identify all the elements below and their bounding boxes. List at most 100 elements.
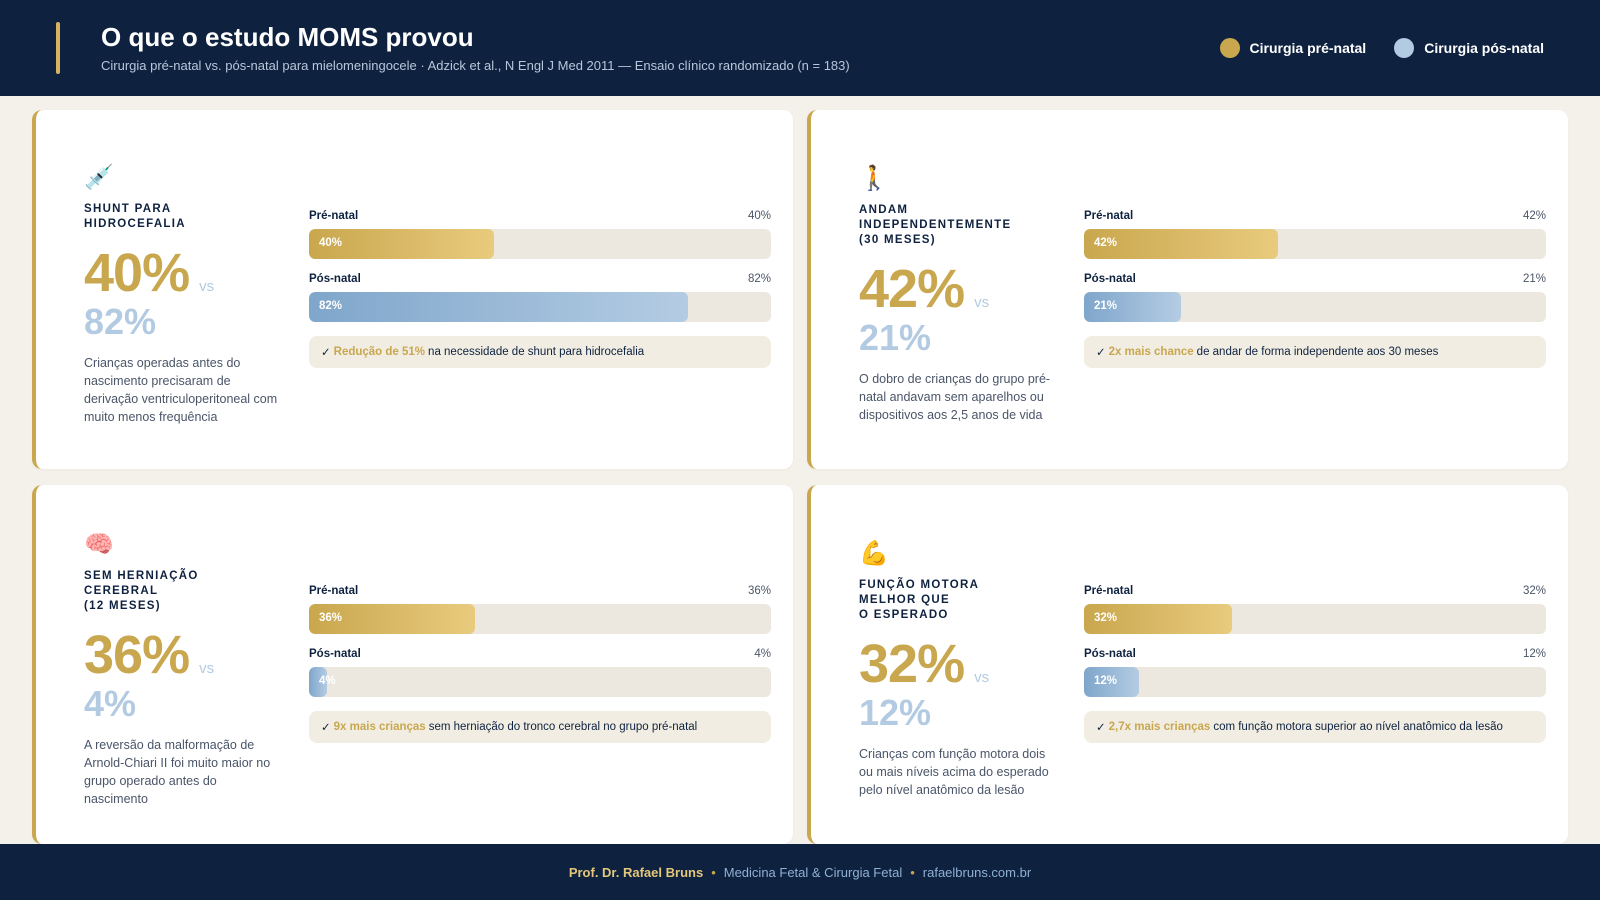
note-highlight: 9x mais crianças — [333, 721, 426, 733]
prenatal-big-value: 32% — [859, 634, 965, 694]
postnatal-big-value: 82% — [84, 300, 157, 342]
card-title: FUNÇÃO MOTORA MELHOR QUE O ESPERADO — [859, 579, 980, 621]
legend-item-postnatal: Cirurgia pós-natal — [1394, 38, 1544, 58]
prenatal-bar-track: 32% — [1084, 604, 1546, 634]
bar-comparison: Pré-natal 42% 42% Pós-natal 21% 21% ✓ 2x ma… — [1084, 210, 1546, 368]
note-text: sem herniação do tronco cerebral no grup… — [428, 721, 698, 733]
postnatal-label: Pós-natal — [309, 273, 361, 285]
legend-label: Cirurgia pós-natal — [1424, 40, 1544, 56]
prenatal-bar-track: 40% — [309, 229, 771, 259]
prenatal-bar — [1084, 229, 1279, 259]
legend-dot-prenatal — [1219, 38, 1240, 58]
prenatal-big-value: 42% — [859, 259, 965, 319]
footer-separator: • — [910, 864, 915, 880]
postnatal-value: 12% — [1522, 648, 1546, 660]
stat-card: 💪 FUNÇÃO MOTORA MELHOR QUE O ESPERADO 32… — [807, 485, 1568, 844]
prenatal-value: 36% — [747, 585, 771, 597]
bar-comparison: Pré-natal 40% 40% Pós-natal 82% 82% ✓ Reduç… — [309, 210, 771, 368]
bar-comparison: Pré-natal 32% 32% Pós-natal 12% 12% ✓ 2,7x … — [1084, 585, 1546, 743]
stat-card: 🚶 ANDAM INDEPENDENTEMENTE (30 MESES) 42%… — [807, 110, 1568, 469]
header: O que o estudo MOMS provou Cirurgia pré-… — [0, 0, 1600, 96]
bar-comparison: Pré-natal 36% 36% Pós-natal 4% 4% ✓ 9x mais… — [309, 585, 771, 743]
page-subtitle: Cirurgia pré-natal vs. pós-natal para mi… — [101, 58, 850, 73]
result-note: ✓ 9x mais crianças sem herniação do tronco… — [309, 711, 771, 743]
card-summary: 🚶 ANDAM INDEPENDENTEMENTE (30 MESES) 42%… — [859, 165, 1083, 424]
prenatal-label: Pré-natal — [309, 210, 359, 222]
postnatal-bar — [309, 292, 688, 322]
card-description: Crianças operadas antes do nascimento pr… — [84, 355, 278, 424]
prenatal-bar — [1084, 604, 1232, 634]
legend-label: Cirurgia pré-natal — [1249, 40, 1367, 56]
footer-site[interactable]: rafaelbruns.com.br — [922, 864, 1032, 880]
result-note: ✓ 2,7x mais crianças com função motora sup… — [1084, 711, 1546, 743]
vs-label: vs — [974, 669, 990, 686]
legend: Cirurgia pré-natal Cirurgia pós-natal — [1219, 38, 1544, 58]
prenatal-value: 42% — [1522, 210, 1546, 222]
postnatal-bar — [1084, 667, 1140, 697]
prenatal-value: 40% — [747, 210, 771, 222]
prenatal-bar-track: 36% — [309, 604, 771, 634]
postnatal-value: 82% — [747, 273, 771, 285]
postnatal-bar-label: 12% — [1094, 675, 1118, 687]
note-text: de andar de forma independente aos 30 me… — [1196, 346, 1439, 358]
postnatal-big-value: 12% — [859, 692, 932, 733]
card-summary: 🧠 SEM HERNIAÇÃO CEREBRAL (12 MESES) 36% v… — [84, 531, 308, 808]
page-title: O que o estudo MOMS provou — [101, 22, 474, 52]
postnatal-bar-track: 21% — [1084, 292, 1546, 322]
prenatal-label: Pré-natal — [309, 585, 359, 597]
postnatal-label: Pós-natal — [309, 648, 361, 660]
prenatal-label: Pré-natal — [1084, 210, 1134, 222]
postnatal-bar — [1084, 292, 1182, 322]
vs-label: vs — [199, 660, 215, 677]
postnatal-bar-track: 4% — [309, 667, 771, 697]
footer-author: Prof. Dr. Rafael Bruns — [568, 864, 704, 880]
prenatal-bar-label: 42% — [1094, 237, 1118, 249]
postnatal-label: Pós-natal — [1084, 273, 1136, 285]
accent-bar — [56, 22, 60, 74]
legend-dot-postnatal — [1394, 38, 1415, 58]
card-title: ANDAM INDEPENDENTEMENTE (30 MESES) — [859, 204, 1012, 246]
postnatal-bar — [309, 667, 328, 697]
prenatal-bar-label: 40% — [319, 237, 343, 249]
vs-label: vs — [974, 294, 990, 311]
prenatal-bar-label: 36% — [319, 612, 343, 624]
prenatal-bar — [309, 229, 494, 259]
note-text: na necessidade de shunt para hidrocefali… — [428, 346, 645, 358]
prenatal-big-value: 40% — [84, 242, 190, 303]
brain-icon: 🧠 — [84, 531, 114, 558]
footer-separator: • — [711, 864, 716, 880]
card-description: O dobro de crianças do grupo pré-natal a… — [859, 372, 1051, 422]
note-highlight: 2,7x mais crianças — [1108, 721, 1211, 733]
prenatal-bar-label: 32% — [1094, 612, 1118, 624]
card-summary: 💪 FUNÇÃO MOTORA MELHOR QUE O ESPERADO 32… — [859, 540, 1083, 799]
postnatal-bar-label: 4% — [319, 675, 336, 687]
result-note: ✓ 2x mais chance de andar de forma indepen… — [1084, 336, 1546, 368]
card-description: Crianças com função motora dois ou mais … — [859, 747, 1049, 797]
postnatal-value: 21% — [1522, 273, 1546, 285]
note-text: com função motora superior ao nível anat… — [1213, 721, 1503, 733]
prenatal-label: Pré-natal — [1084, 585, 1134, 597]
footer-specialty: Medicina Fetal & Cirurgia Fetal — [723, 864, 903, 880]
postnatal-bar-label: 82% — [319, 300, 343, 312]
postnatal-big-value: 4% — [84, 683, 137, 724]
result-note: ✓ Redução de 51% na necessidade de shunt p… — [309, 336, 771, 368]
syringe-icon: 💉 — [84, 163, 114, 191]
vs-label: vs — [199, 277, 215, 295]
check-icon: ✓ — [321, 347, 331, 359]
prenatal-bar — [309, 604, 476, 634]
note-highlight: 2x mais chance — [1108, 346, 1194, 358]
card-title: SEM HERNIAÇÃO CEREBRAL (12 MESES) — [84, 570, 199, 612]
postnatal-bar-track: 12% — [1084, 667, 1546, 697]
walking-person-icon: 🚶 — [859, 165, 889, 192]
postnatal-bar-track: 82% — [309, 292, 771, 322]
prenatal-bar-track: 42% — [1084, 229, 1546, 259]
card-description: A reversão da malformação de Arnold-Chia… — [84, 738, 271, 806]
check-icon: ✓ — [321, 722, 331, 734]
postnatal-bar-label: 21% — [1094, 300, 1118, 312]
flexed-biceps-icon: 💪 — [859, 540, 889, 567]
card-summary: 💉 SHUNT PARA HIDROCEFALIA 40% vs 82% Cria… — [84, 164, 308, 426]
prenatal-big-value: 36% — [84, 625, 190, 685]
stat-card: 🧠 SEM HERNIAÇÃO CEREBRAL (12 MESES) 36% v… — [32, 485, 793, 844]
check-icon: ✓ — [1096, 347, 1106, 359]
footer: Prof. Dr. Rafael Bruns • Medicina Fetal … — [0, 844, 1600, 900]
